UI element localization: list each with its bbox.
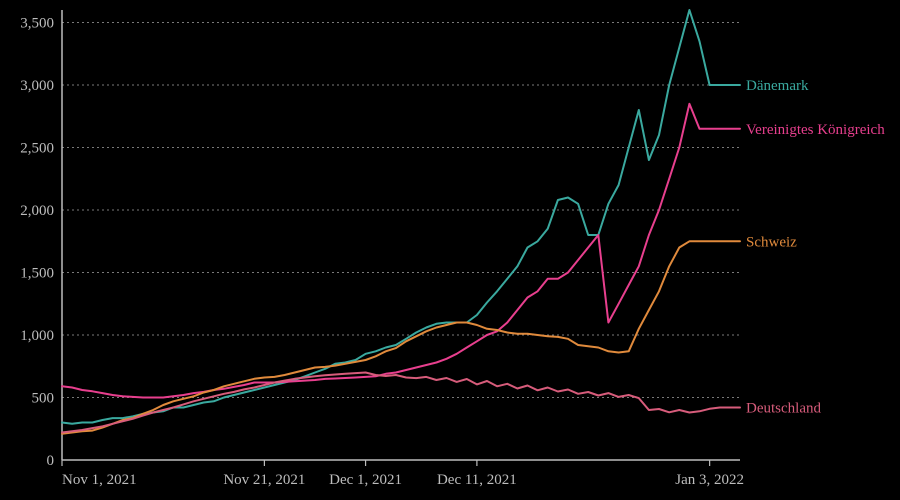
chart-container: 0 500 1,000 1,500 2,000 2,500 3,000 3,500 Nov 1,… [0, 0, 900, 500]
y-tick-label: 500 [32, 391, 55, 407]
series-label-germany: Deutschland [746, 401, 821, 417]
x-tick-label: Jan 3, 2022 [675, 472, 744, 488]
y-tick-label: 1,000 [20, 328, 54, 344]
line-chart: 0 500 1,000 1,500 2,000 2,500 3,000 3,500 Nov 1,… [0, 0, 900, 500]
y-tick-label: 2,500 [20, 141, 54, 157]
series-label-switzerland: Schweiz [746, 234, 797, 250]
y-tick-label: 1,500 [20, 266, 54, 282]
x-tick-label: Dec 1, 2021 [329, 472, 402, 488]
x-tick-label: Nov 21, 2021 [223, 472, 305, 488]
x-tick-label: Dec 11, 2021 [437, 472, 517, 488]
y-tick-label: 2,000 [20, 203, 54, 219]
y-tick-label: 0 [47, 453, 55, 469]
series-label-uk: Vereinigtes Königreich [746, 122, 885, 138]
series-label-denmark: Dänemark [746, 78, 809, 94]
y-tick-label: 3,500 [20, 16, 54, 32]
y-tick-label: 3,000 [20, 78, 54, 94]
x-tick-label: Nov 1, 2021 [62, 472, 137, 488]
